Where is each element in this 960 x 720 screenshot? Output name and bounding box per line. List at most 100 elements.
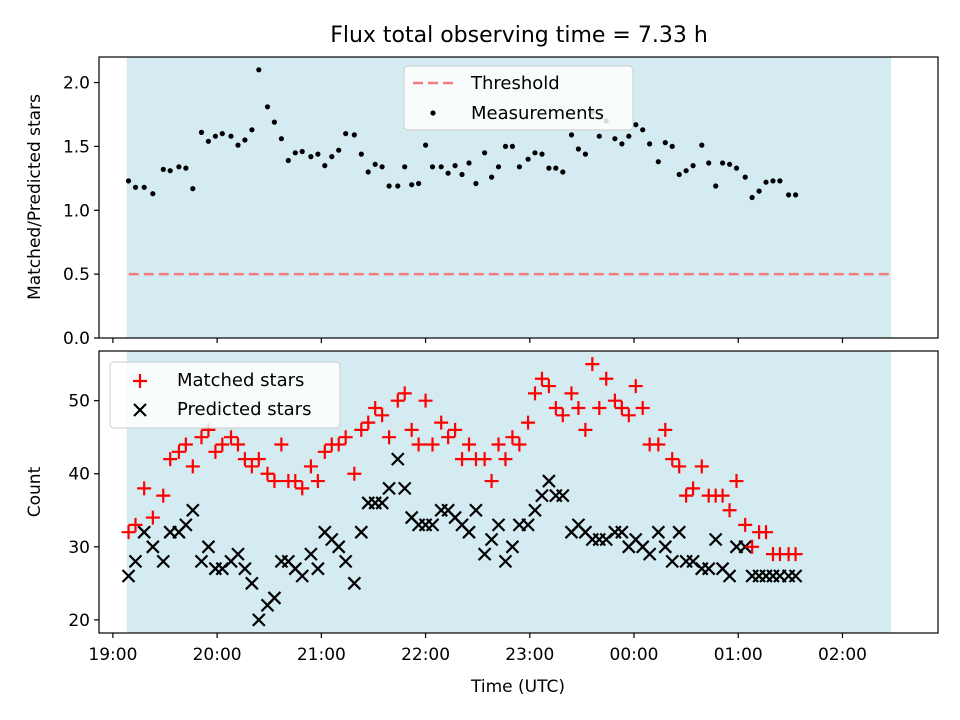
predicted-stars-point [382, 481, 396, 496]
bottom-plot-frame [98, 350, 939, 634]
measurement-point [205, 138, 211, 144]
top-y-tick-label: 1.5 [63, 137, 90, 157]
matched-stars-point [455, 452, 470, 467]
bottom-x-tick-label: 19:00 [88, 645, 137, 665]
bottom-x-tick-label: 02:00 [818, 645, 867, 665]
measurement-point [489, 174, 495, 180]
predicted-stars-point [194, 554, 209, 569]
measurement-point [699, 142, 705, 148]
measurement-point [596, 133, 602, 139]
matched-stars-point [230, 437, 245, 452]
measurement-point [176, 164, 182, 170]
matched-stars-point [303, 459, 318, 474]
measurement-point [575, 146, 582, 152]
matched-stars-point [759, 525, 774, 540]
matched-stars-point [528, 386, 543, 401]
matched-stars-point [224, 430, 239, 445]
measurement-point [546, 165, 552, 171]
measurement-point [278, 136, 284, 142]
measurement-point [706, 160, 712, 166]
measurement-point [525, 156, 531, 162]
measurement-point [560, 169, 566, 175]
measurement-point [662, 140, 668, 146]
measurement-point [633, 122, 639, 128]
matched-stars-point [672, 459, 687, 474]
matched-stars-point [251, 452, 266, 467]
measurement-point [228, 133, 234, 139]
measurement-point [372, 161, 378, 167]
matched-stars-point [368, 400, 383, 415]
predicted-stars-point [295, 569, 310, 583]
top-y-tick-label: 2.0 [63, 74, 90, 94]
predicted-stars-point [267, 591, 282, 605]
predicted-stars-point [121, 569, 136, 583]
bottom-y-tick-label: 20 [68, 611, 90, 631]
matched-stars-point [534, 371, 549, 386]
predicted-stars-point [238, 561, 252, 576]
matched-stars-point [267, 474, 282, 489]
measurement-point [640, 127, 646, 133]
measurement-point [647, 141, 653, 147]
measurement-point [167, 168, 173, 174]
matched-stars-point [441, 430, 456, 445]
top-y-ticks: 0.0 0.5 1.0 1.5 2.0 [63, 74, 99, 349]
predicted-stars-point [528, 503, 542, 518]
predicted-stars-point [347, 576, 362, 591]
measurement-point [242, 137, 248, 143]
matched-stars-point [512, 437, 527, 452]
bottom-x-tick-label: 20:00 [193, 645, 242, 665]
predicted-stars-point [672, 525, 686, 539]
matched-stars-point [635, 400, 650, 415]
measurement-point [763, 179, 769, 185]
legend-matched-label: Matched stars [177, 370, 304, 391]
predicted-stars-point [521, 518, 535, 532]
measurement-point [655, 159, 661, 165]
top-x-ticks [112, 338, 844, 343]
bottom-x-tick-label: 00:00 [610, 645, 659, 665]
predicted-stars-point [186, 503, 200, 518]
matched-stars-point [585, 357, 600, 372]
matched-stars-point [555, 408, 570, 423]
measurement-point [125, 178, 132, 184]
predicted-stars-point [331, 540, 346, 554]
predicted-stars-point [311, 561, 325, 576]
measurement-point [351, 132, 357, 138]
measurement-point [582, 151, 589, 157]
measurement-point [683, 168, 689, 174]
bottom-x-tick-label: 01:00 [714, 645, 763, 665]
matched-stars-point [571, 400, 586, 415]
matched-stars-point [628, 379, 643, 394]
top-plot-frame [98, 56, 939, 339]
matched-stars-point [156, 488, 171, 503]
measurement-point [299, 148, 305, 155]
matched-stars-point [788, 547, 803, 562]
matched-stars-point [338, 430, 353, 445]
legend-threshold-label: Threshold [470, 73, 560, 94]
predicted-stars-point [304, 547, 318, 561]
top-y-tick-label: 1.0 [63, 201, 90, 221]
bottom-x-tick-label: 23:00 [505, 645, 554, 665]
measurement-point [445, 170, 451, 176]
predicted-stars-point [477, 547, 492, 561]
measurement-point [516, 164, 523, 170]
measurement-point [285, 157, 291, 164]
measurement-point [438, 164, 444, 170]
predicted-stars-point [137, 525, 151, 539]
predicted-stars-point [231, 547, 245, 561]
measurement-point [423, 142, 429, 148]
top-panel: 0.00.51.01.52.0 Matched/Predicted stars … [25, 56, 939, 349]
measurement-point [409, 182, 415, 188]
measurement-point [733, 165, 740, 171]
bottom-y-tick-label: 30 [68, 538, 90, 558]
top-y-axis-label: Matched/Predicted stars [25, 94, 45, 300]
predicted-stars-point [179, 518, 193, 532]
matched-stars-point [448, 422, 463, 437]
predicted-stars-point [338, 554, 353, 569]
measurement-point [509, 143, 515, 149]
matched-stars-point [331, 437, 346, 452]
measurement-point [416, 180, 422, 187]
measurement-point [256, 67, 262, 73]
predicted-stars-point [252, 613, 266, 627]
measurement-point [343, 131, 349, 137]
